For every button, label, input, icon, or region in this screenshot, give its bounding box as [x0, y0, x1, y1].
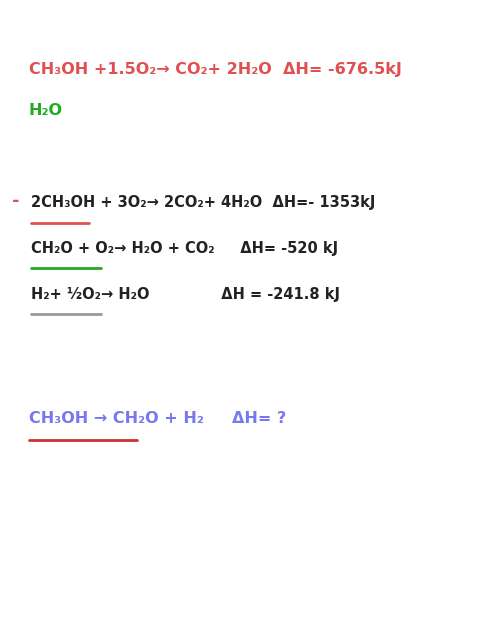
Text: 2CH₃OH + 3O₂→ 2CO₂+ 4H₂O  ΔH=- 1353kJ: 2CH₃OH + 3O₂→ 2CO₂+ 4H₂O ΔH=- 1353kJ [31, 195, 375, 210]
Text: CH₂O + O₂→ H₂O + CO₂     ΔH= -520 kJ: CH₂O + O₂→ H₂O + CO₂ ΔH= -520 kJ [31, 241, 338, 256]
Text: -: - [12, 192, 20, 210]
Text: H₂O: H₂O [29, 104, 63, 118]
Text: CH₃OH → CH₂O + H₂     ΔH= ?: CH₃OH → CH₂O + H₂ ΔH= ? [29, 411, 286, 426]
Text: CH₃OH +1.5O₂→ CO₂+ 2H₂O  ΔH= -676.5kJ: CH₃OH +1.5O₂→ CO₂+ 2H₂O ΔH= -676.5kJ [29, 62, 402, 77]
Text: H₂+ ½O₂→ H₂O              ΔH = -241.8 kJ: H₂+ ½O₂→ H₂O ΔH = -241.8 kJ [31, 287, 340, 302]
